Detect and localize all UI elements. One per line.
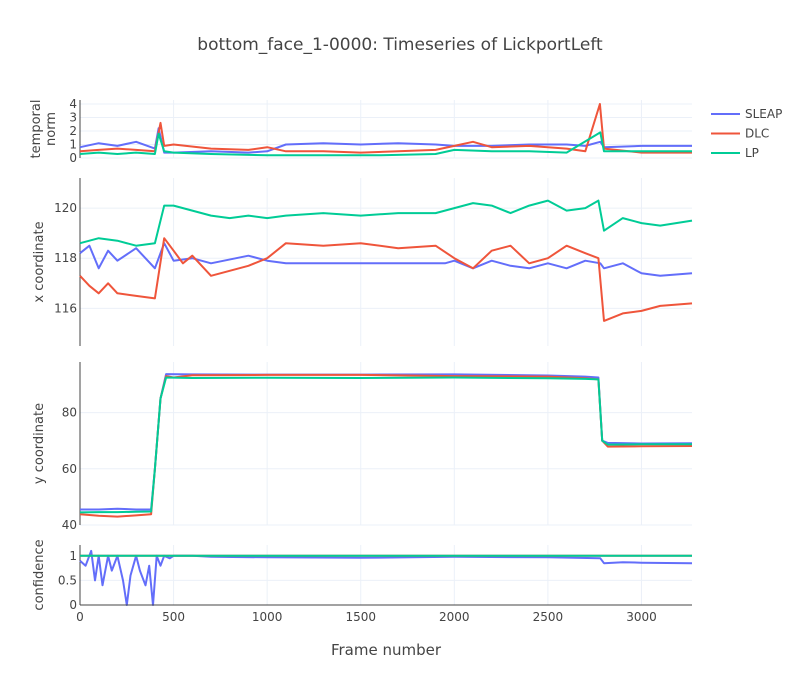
y-axis-title: temporalnorm [29,100,59,159]
y-axis-title: x coordinate [32,221,47,302]
y-tick-label: 1 [69,549,77,563]
series-line-dlc [79,103,692,154]
y-axis-title-line: norm [44,112,59,146]
legend-label-sleap: SLEAP [745,107,782,121]
x-tick-label: 2000 [439,610,470,624]
y-tick-label: 80 [62,406,77,420]
series-line-sleap [79,549,693,606]
panel-y_coordinate: 40 60 80 y coordinate [32,362,693,532]
series-line-lp [79,376,692,514]
legend-label-dlc: DLC [745,127,769,141]
y-tick-label: 4 [69,97,77,111]
y-axis-title-line: temporal [29,100,44,159]
x-axis: 0 500 1000 1500 2000 2500 3000 [76,604,692,624]
y-tick-label: 118 [54,251,77,265]
y-tick-label: 0 [69,598,77,612]
series-line-lp [79,131,692,157]
panel-x_coordinate: 116 118 120 x coordinate [32,178,693,346]
y-tick-label: 60 [62,462,77,476]
series-line-lp [79,199,693,247]
y-axis-title: y coordinate [32,403,47,484]
x-tick-label: 1500 [345,610,376,624]
y-tick-label: 3 [69,111,77,125]
y-tick-label: 40 [62,518,77,532]
y-tick-label: 116 [54,301,77,315]
y-tick-label: 2 [69,124,77,138]
y-tick-label: 0.5 [58,573,77,587]
y-axis-title-line: confidence [32,539,47,610]
x-tick-label: 1000 [252,610,283,624]
y-axis-title-line: x coordinate [32,221,47,302]
y-axis-title: confidence [32,539,47,610]
legend-label-lp: LP [745,146,759,160]
series-line-dlc [79,237,693,322]
x-tick-label: 2500 [533,610,564,624]
x-tick-label: 500 [162,610,185,624]
x-axis-title: Frame number [331,641,442,659]
panel-confidence: 0 0.5 1 confidence [32,539,693,612]
chart-title: bottom_face_1-0000: Timeseries of Lickpo… [197,35,603,55]
y-axis-title-line: y coordinate [32,403,47,484]
series-line-sleap [79,242,693,277]
x-tick-label: 0 [76,610,84,624]
y-tick-label: 120 [54,201,77,215]
legend: SLEAP DLC LP [711,107,782,160]
y-tick-label: 0 [69,151,77,165]
y-tick-label: 1 [69,138,77,152]
x-tick-label: 3000 [626,610,657,624]
